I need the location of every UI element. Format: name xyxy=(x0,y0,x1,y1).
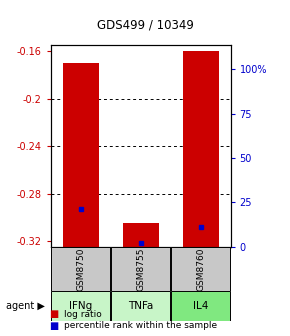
Text: percentile rank within the sample: percentile rank within the sample xyxy=(64,322,217,330)
Text: GDS499 / 10349: GDS499 / 10349 xyxy=(97,18,193,32)
Text: TNFa: TNFa xyxy=(128,301,153,311)
Text: ■: ■ xyxy=(49,321,59,331)
Bar xyxy=(183,51,219,247)
Text: GSM8755: GSM8755 xyxy=(136,247,145,291)
Bar xyxy=(51,291,110,321)
Bar xyxy=(171,291,230,321)
Text: GSM8760: GSM8760 xyxy=(196,247,205,291)
Bar xyxy=(123,223,159,247)
Bar xyxy=(63,63,99,247)
Text: GSM8750: GSM8750 xyxy=(76,247,85,291)
Bar xyxy=(171,247,230,291)
Text: agent ▶: agent ▶ xyxy=(6,301,45,311)
Bar xyxy=(51,247,110,291)
Text: ■: ■ xyxy=(49,309,59,319)
Bar xyxy=(111,247,170,291)
Text: IL4: IL4 xyxy=(193,301,208,311)
Text: IFNg: IFNg xyxy=(69,301,92,311)
Bar xyxy=(111,291,170,321)
Text: log ratio: log ratio xyxy=(64,310,102,319)
